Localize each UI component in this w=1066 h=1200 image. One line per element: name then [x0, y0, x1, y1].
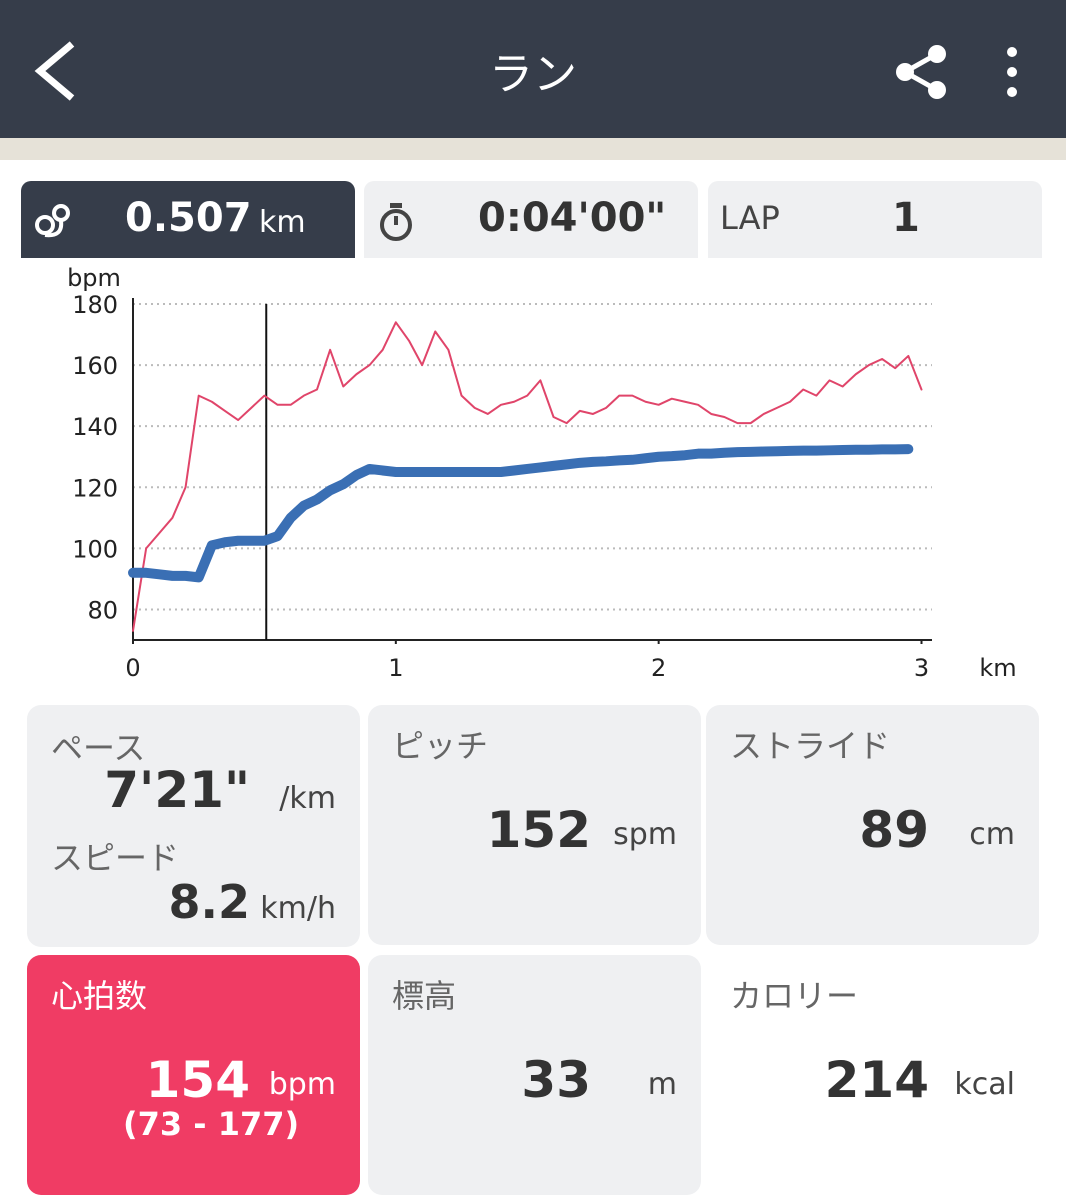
- x-tick-label: 0: [125, 654, 140, 682]
- menu-button[interactable]: [1000, 46, 1024, 100]
- distance-unit: km: [259, 205, 306, 240]
- stride-card[interactable]: ストライド 89 cm: [706, 705, 1039, 945]
- pace-speed-card: ペース 7'21" /km スピード 8.2 km/h: [27, 705, 360, 947]
- x-tick-label: 2: [651, 654, 666, 682]
- elevation-card[interactable]: 標高 33 m: [368, 955, 701, 1195]
- calories-value: 214: [824, 1051, 929, 1109]
- map-strip: [0, 138, 1066, 160]
- lap-value: 1: [892, 195, 920, 241]
- pitch-unit: spm: [613, 817, 677, 852]
- speed-label: スピード: [51, 839, 180, 877]
- share-button[interactable]: [893, 44, 953, 100]
- y-tick-label: 80: [87, 596, 118, 624]
- back-button[interactable]: [30, 40, 80, 102]
- stride-label: ストライド: [730, 727, 891, 765]
- heart-rate-label: 心拍数: [51, 977, 148, 1015]
- x-tick-label: 3: [914, 654, 929, 682]
- distance-value: 0.507: [125, 195, 252, 241]
- heart-rate-value: 154: [145, 1051, 250, 1109]
- lap-tab[interactable]: LAP 1: [708, 181, 1042, 258]
- y-tick-label: 180: [72, 291, 118, 319]
- title: ラン: [489, 49, 577, 100]
- heart-rate-card[interactable]: 心拍数 154 bpm (73 - 177): [27, 955, 360, 1195]
- pace-unit: /km: [279, 781, 336, 816]
- heart-rate-unit: bpm: [268, 1067, 336, 1102]
- pace-label: ペース: [51, 729, 146, 767]
- calories-card[interactable]: カロリー 214 kcal: [706, 955, 1039, 1195]
- x-tick-label: 1: [388, 654, 403, 682]
- speed-value: 8.2: [168, 875, 251, 929]
- heart-rate-chart: 80 100 120 140 160 180 0 1 2 3 bpm km: [67, 264, 1017, 682]
- heart-rate-range: (73 - 177): [123, 1105, 300, 1143]
- speed-unit: km/h: [260, 891, 336, 926]
- time-tab[interactable]: 0:04'00": [364, 181, 698, 258]
- pitch-label: ピッチ: [392, 727, 489, 765]
- y-tick-label: 100: [72, 535, 118, 563]
- stride-unit: cm: [969, 817, 1015, 852]
- series-line: [128, 444, 914, 583]
- distance-tab[interactable]: 0.507 km: [21, 181, 355, 258]
- lap-label: LAP: [720, 199, 780, 237]
- elevation-label: 標高: [392, 977, 457, 1015]
- pitch-card[interactable]: ピッチ 152 spm: [368, 705, 701, 945]
- y-tick-label: 160: [72, 352, 118, 380]
- pitch-value: 152: [486, 801, 591, 859]
- calories-label: カロリー: [730, 977, 859, 1015]
- time-value: 0:04'00": [478, 195, 667, 241]
- stopwatch-icon: [380, 203, 412, 241]
- app-bar: ラン: [0, 0, 1066, 138]
- stride-value: 89: [859, 801, 929, 859]
- y-tick-label: 120: [72, 474, 118, 502]
- elevation-unit: m: [647, 1067, 677, 1102]
- route-icon: [35, 204, 70, 238]
- elevation-value: 33: [521, 1051, 591, 1109]
- pace-value: 7'21": [104, 761, 250, 819]
- x-axis-label: km: [979, 654, 1016, 682]
- calories-unit: kcal: [954, 1067, 1015, 1102]
- y-axis-label: bpm: [67, 264, 121, 292]
- series-line: [132, 321, 923, 632]
- y-tick-label: 140: [72, 413, 118, 441]
